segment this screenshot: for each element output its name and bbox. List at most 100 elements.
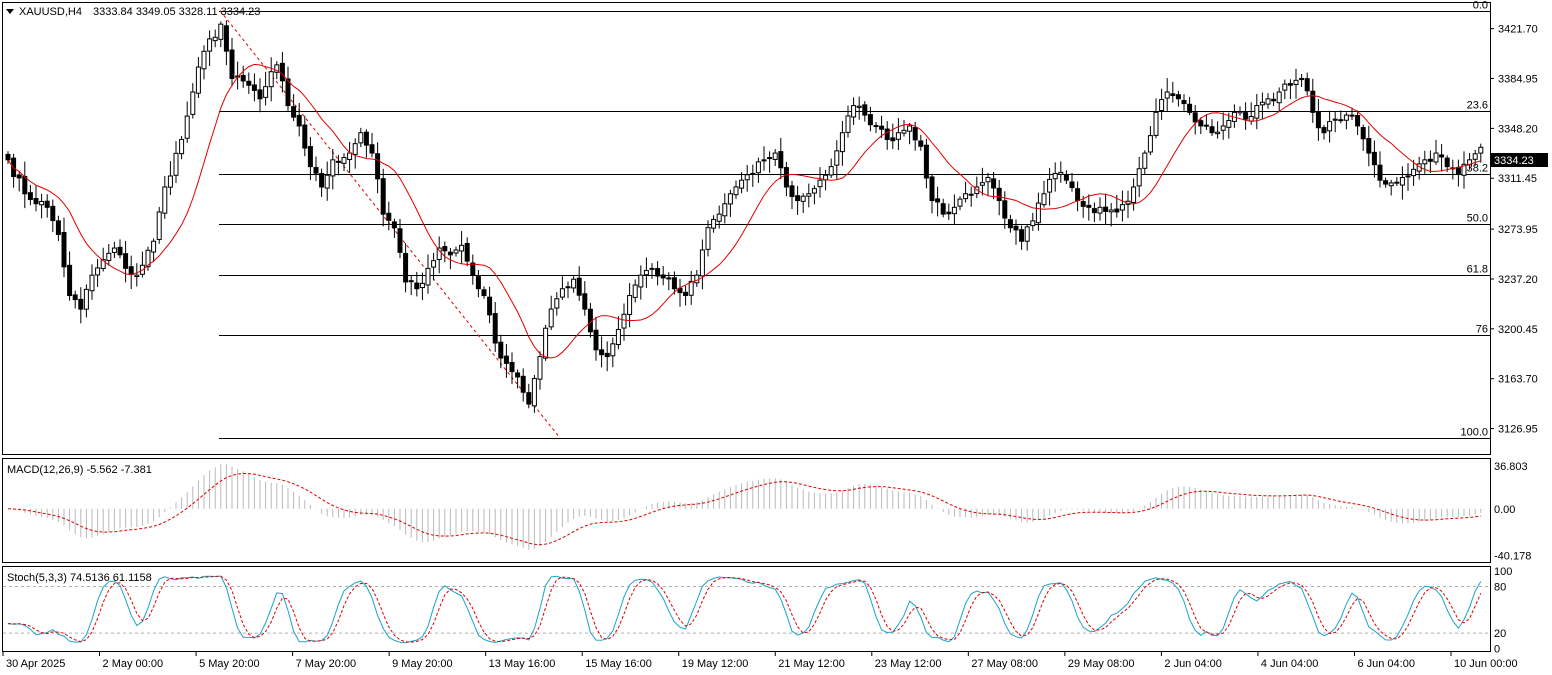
candle-body bbox=[1175, 94, 1181, 100]
macd-panel[interactable] bbox=[2, 458, 1491, 563]
candle-body bbox=[985, 176, 991, 183]
candle-body bbox=[711, 218, 717, 229]
time-axis[interactable]: 30 Apr 2025 2 May 00:00 5 May 20:00 7 May 2… bbox=[2, 652, 1518, 670]
candle-body bbox=[1002, 200, 1008, 219]
candle-body bbox=[106, 252, 112, 261]
fib-trendline[interactable] bbox=[219, 10, 561, 439]
candle-body bbox=[537, 356, 543, 380]
candle-body bbox=[1444, 157, 1450, 168]
candle-body bbox=[935, 198, 941, 203]
candle-body bbox=[408, 280, 414, 283]
candle-body bbox=[1142, 152, 1148, 169]
ohlc-values: 3333.84 3349.05 3328.11 3334.23 bbox=[93, 6, 260, 18]
candle-body bbox=[464, 242, 470, 262]
candle-body bbox=[347, 152, 353, 160]
candle-body bbox=[95, 267, 101, 276]
candle-body bbox=[1338, 119, 1344, 122]
symbol-label[interactable]: XAUUSD,H4 bbox=[19, 6, 82, 18]
candle-body bbox=[632, 284, 638, 298]
candle-body bbox=[750, 172, 756, 175]
price-tick-label: 3348.20 bbox=[1498, 123, 1538, 135]
candle-body bbox=[907, 125, 913, 132]
candle-body bbox=[1030, 220, 1036, 227]
candle-body bbox=[520, 375, 526, 393]
candle-body bbox=[582, 293, 588, 310]
macd-tick-label: -40.178 bbox=[1494, 550, 1531, 562]
candle-body bbox=[1237, 110, 1243, 114]
candle-body bbox=[1349, 114, 1355, 117]
price-tick-label: 3237.20 bbox=[1498, 274, 1538, 286]
candle-body bbox=[761, 159, 767, 162]
candle-body bbox=[403, 252, 409, 283]
stoch-main-line bbox=[7, 575, 1482, 644]
candle-body bbox=[274, 64, 280, 73]
candle-body bbox=[1047, 178, 1053, 193]
candle-body bbox=[688, 280, 694, 296]
candle-body bbox=[386, 212, 392, 221]
candle-body bbox=[957, 198, 963, 207]
candle-body bbox=[839, 132, 845, 153]
candle-body bbox=[817, 179, 823, 188]
candle-body bbox=[655, 268, 661, 277]
candle-body bbox=[1343, 114, 1349, 121]
time-tick-label: 9 May 20:00 bbox=[392, 658, 453, 670]
candle-body bbox=[554, 298, 560, 309]
candle-body bbox=[313, 167, 319, 174]
candle-body bbox=[834, 150, 840, 166]
candle-body bbox=[705, 227, 711, 250]
time-tick-label: 29 May 08:00 bbox=[1068, 658, 1135, 670]
candle-body bbox=[487, 296, 493, 316]
candle-body bbox=[795, 195, 801, 202]
price-tick-label: 3421.70 bbox=[1498, 24, 1538, 36]
candle-body bbox=[1159, 99, 1165, 112]
candle-body bbox=[1310, 90, 1316, 113]
candle-body bbox=[190, 91, 196, 115]
fibonacci-trendline[interactable] bbox=[219, 10, 561, 439]
candle-body bbox=[1114, 208, 1120, 213]
fib-level-label: 50.0 bbox=[1467, 213, 1488, 225]
fib-level-label: 100.0 bbox=[1460, 427, 1488, 439]
stochastic-series bbox=[3, 575, 1490, 644]
price-axis[interactable]: 3421.70 3384.95 3348.20 3311.45 3273.95 3237.… bbox=[1490, 24, 1538, 436]
candle-body bbox=[498, 341, 504, 359]
candle-body bbox=[263, 86, 269, 98]
time-tick-label: 4 Jun 04:00 bbox=[1261, 658, 1319, 670]
candle-body bbox=[1293, 79, 1299, 86]
moving-average-path bbox=[7, 63, 1481, 359]
price-tick-label: 3273.95 bbox=[1498, 224, 1538, 236]
time-tick-label: 6 Jun 04:00 bbox=[1357, 658, 1415, 670]
symbol-dropdown-icon[interactable] bbox=[6, 9, 14, 14]
candle-body bbox=[1075, 188, 1081, 202]
candle-body bbox=[145, 249, 151, 268]
candle-body bbox=[335, 160, 341, 163]
candle-body bbox=[1086, 204, 1092, 208]
candle-body bbox=[559, 288, 565, 298]
current-price-label: 3334.23 bbox=[1494, 155, 1534, 167]
candle-body bbox=[1215, 131, 1221, 135]
candle-body bbox=[1220, 125, 1226, 131]
candle-body bbox=[621, 313, 627, 329]
candle-body bbox=[968, 193, 974, 196]
candle-body bbox=[543, 327, 549, 359]
candle-body bbox=[447, 251, 453, 256]
main-chart-panel[interactable] bbox=[2, 2, 1491, 455]
macd-tick-label: 36.803 bbox=[1494, 461, 1528, 473]
candle-body bbox=[134, 274, 140, 278]
candle-body bbox=[1024, 226, 1030, 242]
candle-body bbox=[1439, 154, 1445, 158]
candle-body bbox=[1187, 103, 1193, 113]
candle-body bbox=[1091, 208, 1097, 214]
candle-body bbox=[565, 286, 571, 289]
fib-level-label: 38.2 bbox=[1467, 163, 1488, 175]
candle-body bbox=[671, 277, 677, 290]
time-tick-label: 7 May 20:00 bbox=[296, 658, 357, 670]
macd-tick-label: 0.00 bbox=[1494, 504, 1515, 516]
candle-body bbox=[1321, 127, 1327, 134]
candle-body bbox=[218, 23, 224, 40]
candle-body bbox=[856, 105, 862, 108]
candle-body bbox=[1315, 111, 1321, 129]
candle-body bbox=[638, 274, 644, 288]
candle-body bbox=[83, 288, 89, 310]
